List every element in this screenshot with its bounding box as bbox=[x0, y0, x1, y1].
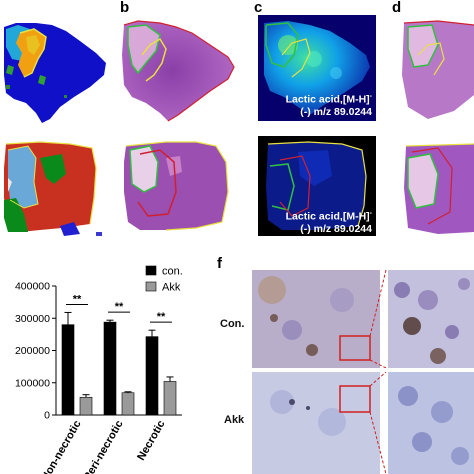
bar-akk bbox=[121, 392, 135, 416]
bar-con bbox=[145, 336, 159, 416]
ihc-akk-images bbox=[252, 372, 474, 474]
y-tick-label: 100000 bbox=[15, 377, 50, 389]
x-category-label: Necrotic bbox=[135, 419, 167, 463]
he-zoom-top bbox=[402, 20, 474, 119]
msi-top-label-line2: (-) m/z 89.0244 bbox=[300, 105, 372, 118]
bar-akk bbox=[163, 381, 177, 416]
significance-label: ** bbox=[73, 293, 82, 305]
legend-swatch bbox=[145, 265, 157, 276]
legend-label: con. bbox=[162, 266, 183, 278]
y-tick-label: 200000 bbox=[15, 345, 50, 357]
ihc-con-images bbox=[252, 270, 474, 368]
significance-label: ** bbox=[157, 311, 166, 323]
panel-letter-c: c bbox=[254, 0, 263, 16]
x-category-label: Non-necrotic bbox=[39, 419, 83, 474]
bar-con bbox=[103, 321, 117, 416]
msi-bottom-label-line1: Lactic acid,[M-H] bbox=[285, 210, 370, 223]
panel-letter-d: d bbox=[392, 0, 402, 16]
y-tick-label: 300000 bbox=[15, 313, 50, 325]
y-tick-label: 400000 bbox=[15, 281, 50, 293]
legend-swatch bbox=[145, 281, 157, 292]
msi-bottom-label-line2: (-) m/z 89.0244 bbox=[300, 222, 372, 235]
y-tick-label: 0 bbox=[44, 410, 50, 422]
msi-top-label-superscript: - bbox=[369, 93, 372, 100]
msi-lactic-acid-bottom: Lactic acid,[M-H]- (-) m/z 89.0244 bbox=[258, 136, 376, 236]
lactic-acid-bar-chart: 0 100000 200000 300000 400000 ** ** ** Non-nec… bbox=[15, 265, 183, 474]
legend-label: Akk bbox=[162, 282, 181, 294]
ihc-row-label-con: Con. bbox=[220, 318, 245, 330]
x-category-label: Peri-necrotic bbox=[82, 419, 126, 474]
he-stain-bottom bbox=[124, 141, 229, 231]
significance-label: ** bbox=[115, 301, 124, 313]
he-zoom-bottom bbox=[404, 143, 474, 234]
bar-akk bbox=[79, 396, 93, 416]
panel-letter-b: b bbox=[120, 0, 130, 16]
segmentation-map-bottom bbox=[4, 141, 102, 236]
msi-bottom-label-superscript: - bbox=[369, 210, 372, 217]
segmentation-map-top bbox=[4, 23, 106, 123]
msi-top-label-line1: Lactic acid,[M-H] bbox=[285, 93, 370, 106]
bar-con bbox=[61, 324, 75, 416]
he-stain-top bbox=[122, 20, 235, 122]
panel-letter-f: f bbox=[217, 255, 222, 272]
ihc-row-label-akk: Akk bbox=[224, 414, 245, 426]
msi-lactic-acid-top: Lactic acid,[M-H]- (-) m/z 89.0244 bbox=[258, 15, 376, 121]
